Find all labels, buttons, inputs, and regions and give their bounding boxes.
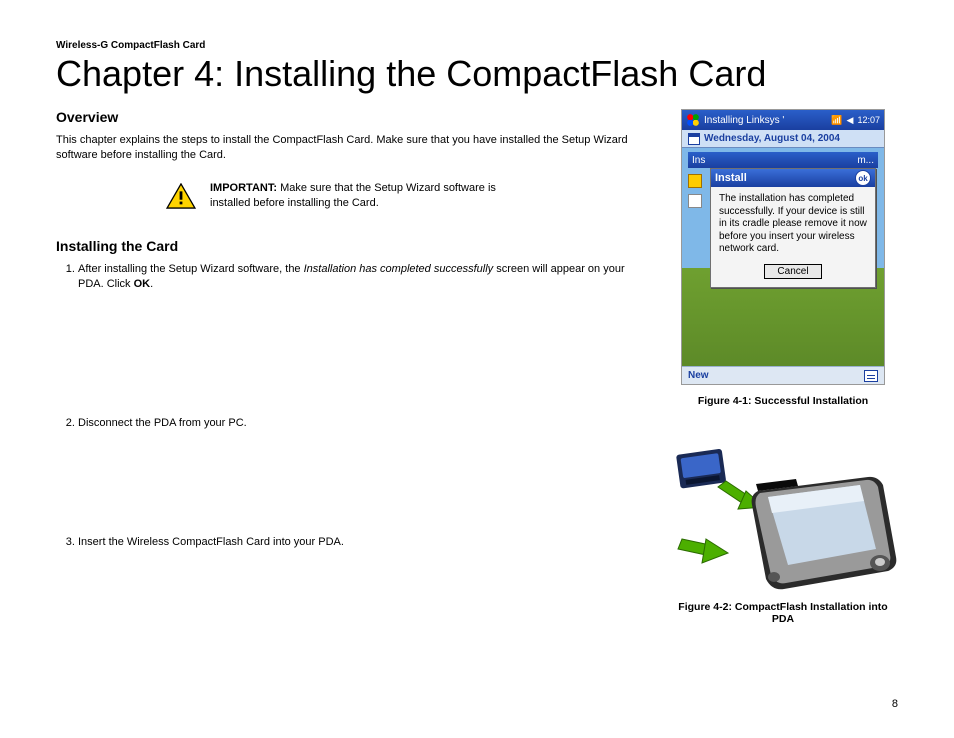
pda-install-header: Ins m... bbox=[688, 152, 878, 168]
cf-card-icon bbox=[676, 449, 726, 489]
step-1-pre: After installing the Setup Wizard softwa… bbox=[78, 263, 304, 275]
main-text-column: Overview This chapter explains the steps… bbox=[56, 109, 628, 625]
step-1-bold: OK bbox=[134, 278, 151, 290]
pda-titlebar: Installing Linksys ' 📶 ◀ 12:07 bbox=[682, 110, 884, 130]
page-number: 8 bbox=[892, 698, 898, 710]
calendar-icon bbox=[688, 133, 700, 145]
figure-4-2-illustration bbox=[668, 441, 898, 591]
pda-device-icon bbox=[752, 477, 897, 589]
pda-title-text: Installing Linksys ' bbox=[704, 115, 827, 126]
pda-side-icons bbox=[688, 174, 702, 208]
running-header: Wireless-G CompactFlash Card bbox=[56, 40, 898, 51]
pda-datebar: Wednesday, August 04, 2004 bbox=[682, 130, 884, 148]
step-1-italic: Installation has completed successfully bbox=[304, 263, 494, 275]
pda-clock: 12:07 bbox=[857, 115, 880, 125]
important-text: IMPORTANT: Make sure that the Setup Wiza… bbox=[210, 181, 510, 211]
step-1: After installing the Setup Wizard softwa… bbox=[78, 262, 628, 410]
arrow-bottom-icon bbox=[678, 539, 728, 563]
two-column-layout: Overview This chapter explains the steps… bbox=[56, 109, 898, 625]
chapter-title: Chapter 4: Installing the CompactFlash C… bbox=[56, 53, 898, 95]
side-icon-a bbox=[688, 174, 702, 188]
step-1-post: . bbox=[150, 278, 153, 290]
ins-left: Ins bbox=[692, 155, 705, 166]
step-3: Insert the Wireless CompactFlash Card in… bbox=[78, 535, 628, 550]
page: Wireless-G CompactFlash Card Chapter 4: … bbox=[0, 0, 954, 738]
dialog-ok-button[interactable]: ok bbox=[855, 170, 871, 186]
warning-icon bbox=[166, 183, 196, 209]
dialog-button-row: Cancel bbox=[711, 264, 875, 287]
dialog-title: Install bbox=[715, 172, 747, 184]
signal-icon: 📶 bbox=[831, 115, 842, 126]
speaker-icon: ◀ bbox=[847, 115, 854, 126]
overview-paragraph: This chapter explains the steps to insta… bbox=[56, 133, 628, 163]
figure-4-2-caption: Figure 4-2: CompactFlash Installation in… bbox=[668, 601, 898, 625]
install-steps-list: After installing the Setup Wizard softwa… bbox=[56, 262, 628, 549]
pda-bottombar: New bbox=[682, 366, 884, 384]
step-2: Disconnect the PDA from your PC. bbox=[78, 416, 628, 431]
installing-heading: Installing the Card bbox=[56, 238, 628, 254]
pda-new-label: New bbox=[688, 370, 709, 381]
ins-right: m... bbox=[857, 155, 874, 166]
overview-heading: Overview bbox=[56, 109, 628, 125]
important-callout: IMPORTANT: Make sure that the Setup Wiza… bbox=[166, 181, 628, 211]
keyboard-icon bbox=[864, 370, 878, 382]
pda-date: Wednesday, August 04, 2004 bbox=[704, 133, 840, 144]
dialog-cancel-button[interactable]: Cancel bbox=[764, 264, 821, 279]
side-icon-b bbox=[688, 194, 702, 208]
dialog-titlebar: Install ok bbox=[711, 169, 875, 187]
figure-4-1-pda-screenshot: Installing Linksys ' 📶 ◀ 12:07 Wednesday… bbox=[681, 109, 885, 385]
windows-flag-icon bbox=[686, 113, 700, 127]
figures-column: Installing Linksys ' 📶 ◀ 12:07 Wednesday… bbox=[668, 109, 898, 625]
figure-4-1-caption: Figure 4-1: Successful Installation bbox=[698, 395, 868, 407]
pda-status-icons: 📶 ◀ 12:07 bbox=[831, 115, 880, 126]
pda-desktop: Ins m... Install ok The installation has… bbox=[682, 148, 884, 366]
important-label: IMPORTANT: bbox=[210, 182, 277, 194]
dialog-body-text: The installation has completed successfu… bbox=[711, 187, 875, 264]
install-dialog: Install ok The installation has complete… bbox=[710, 168, 876, 288]
